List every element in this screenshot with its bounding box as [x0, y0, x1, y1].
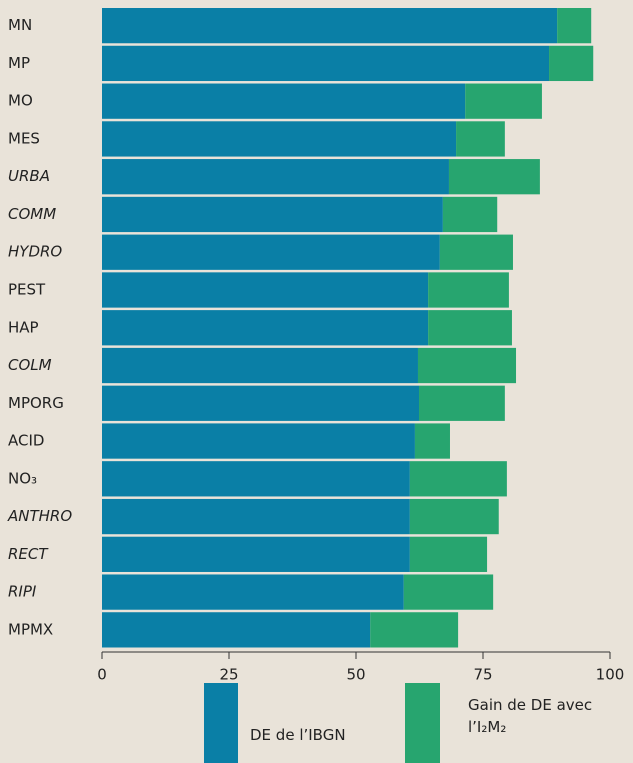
y-tick-label: COLM	[8, 356, 52, 374]
bar-segment	[418, 385, 505, 421]
bar-segment	[409, 498, 499, 535]
y-tick-label: NO₃	[8, 469, 37, 487]
bar-segment	[428, 310, 512, 346]
y-tick-label: MN	[8, 16, 32, 34]
bar-segment	[417, 347, 517, 384]
bar-segment	[102, 159, 449, 195]
bar-segment	[102, 347, 418, 384]
bar-segment	[102, 8, 558, 44]
bar-segment	[102, 83, 466, 119]
x-tick-label: 0	[97, 666, 107, 684]
bar-segment	[102, 461, 410, 497]
bar-segment	[456, 121, 505, 157]
bar-segment	[465, 83, 542, 119]
y-tick-label: MPMX	[8, 620, 53, 638]
bar-segment	[102, 612, 371, 648]
bar-segment	[102, 498, 410, 535]
y-tick-label: MPORG	[8, 394, 64, 412]
bar-segment	[448, 159, 540, 195]
bar-segment	[102, 272, 429, 308]
bar-segment	[370, 612, 459, 648]
legend-label: Gain de DE avec l’I₂M₂	[468, 696, 593, 736]
bar-segment	[102, 196, 443, 233]
y-tick-label: ACID	[8, 432, 44, 450]
bar-segment	[102, 121, 457, 157]
bar-segment	[102, 574, 404, 610]
y-tick-label: ANTHRO	[7, 507, 72, 525]
x-tick-label: 50	[346, 666, 365, 684]
legend-swatch	[204, 683, 238, 763]
y-tick-label: MP	[8, 54, 30, 72]
x-tick-label: 100	[596, 666, 625, 684]
legend-swatch	[405, 683, 440, 763]
y-tick-label: URBA	[8, 167, 50, 185]
bar-segment	[403, 574, 494, 610]
y-tick-label: RIPI	[8, 583, 37, 601]
bar-segment	[102, 536, 410, 572]
x-tick-label: 25	[219, 666, 238, 684]
bar-segment	[102, 423, 415, 459]
y-tick-label: MES	[8, 129, 40, 147]
bar-segment	[409, 536, 488, 572]
bar-segment	[102, 310, 429, 346]
y-tick-label: RECT	[8, 545, 49, 563]
bar-segment	[557, 8, 592, 44]
bar-segment	[428, 272, 509, 308]
y-tick-label: COMM	[8, 205, 56, 223]
x-tick-label: 75	[473, 666, 492, 684]
bar-segment	[409, 461, 507, 497]
bar-segment	[414, 423, 450, 459]
bar-segment	[102, 45, 550, 82]
y-tick-label: MO	[8, 92, 33, 110]
y-tick-label: HYDRO	[8, 243, 62, 261]
bar-segment	[102, 234, 440, 270]
bar-segment	[102, 385, 419, 421]
y-tick-label: PEST	[8, 280, 46, 298]
y-tick-label: HAP	[8, 318, 39, 336]
bar-segment	[442, 196, 498, 233]
bar-segment	[439, 234, 513, 270]
legend-label: DE de l’IBGN	[250, 726, 346, 744]
bar-segment	[549, 45, 594, 82]
